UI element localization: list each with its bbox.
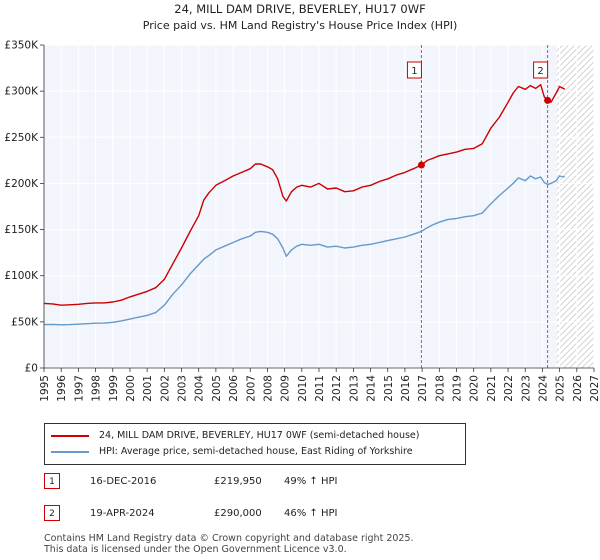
chart-title: 24, MILL DAM DRIVE, BEVERLEY, HU17 0WF <box>174 2 425 16</box>
x-tick-label: 2003 <box>177 375 189 402</box>
hatch-line <box>556 307 594 346</box>
footer-copyright: Contains HM Land Registry data © Crown c… <box>44 533 414 544</box>
price-chart: 24, MILL DAM DRIVE, BEVERLEY, HU17 0WF P… <box>4 2 600 402</box>
transaction-price: £219,950 <box>214 476 262 487</box>
hatch-line <box>556 283 594 322</box>
transaction-number: 2 <box>44 505 60 521</box>
transaction-price: £290,000 <box>214 508 262 519</box>
y-tick-label: £300K <box>4 86 39 98</box>
hatch-line <box>556 289 594 328</box>
x-tick-label: 2008 <box>262 375 274 402</box>
hatch-line <box>556 277 594 316</box>
x-tick-label: 2022 <box>503 375 515 402</box>
x-tick-label: 2005 <box>211 375 223 402</box>
annotation-box <box>533 61 549 79</box>
x-tick-label: 2016 <box>400 375 412 402</box>
x-tick-label: 2025 <box>555 375 567 402</box>
x-tick-label: 1997 <box>73 375 85 402</box>
hatch-line <box>556 295 594 334</box>
transaction-hpi-change: 49% ↑ HPI <box>284 476 338 487</box>
sale-point <box>544 96 552 104</box>
y-tick-label: £50K <box>11 316 39 328</box>
footer: Contains HM Land Registry data © Crown c… <box>44 533 414 555</box>
hatch-line <box>556 79 594 118</box>
y-tick-label: £150K <box>4 224 39 236</box>
x-tick-label: 2015 <box>383 375 395 402</box>
y-axis: £0 £50K £100K £150K £200K £250K £300K £350K <box>4 40 45 375</box>
transaction-markers <box>420 45 549 368</box>
legend-label-property: 24, MILL DAM DRIVE, BEVERLEY, HU17 0WF (… <box>99 430 420 441</box>
legend-swatch-hpi <box>51 451 89 453</box>
hatch-line <box>556 91 594 130</box>
transaction-number: 1 <box>44 473 60 489</box>
x-tick-label: 2026 <box>572 375 584 402</box>
legend: 24, MILL DAM DRIVE, BEVERLEY, HU17 0WF (… <box>44 423 466 465</box>
hatch-line <box>556 85 594 124</box>
x-tick-label: 2019 <box>452 375 464 402</box>
chart-subtitle: Price paid vs. HM Land Registry's House … <box>143 19 458 32</box>
x-tick-label: 1996 <box>56 375 68 402</box>
x-tick-label: 2007 <box>245 375 257 402</box>
hatch-line <box>556 193 594 232</box>
property-price-line <box>43 84 566 306</box>
annotation-box <box>406 61 422 79</box>
y-tick-label: £200K <box>4 178 39 190</box>
x-tick-label: 2017 <box>417 375 429 402</box>
x-tick-label: 2002 <box>159 375 171 402</box>
x-tick-label: 1998 <box>91 375 103 402</box>
hatch-line <box>556 181 594 220</box>
hatch-line <box>556 61 594 100</box>
y-tick-label: £250K <box>4 132 39 144</box>
hatch-line <box>593 367 594 368</box>
x-tick-label: 1995 <box>39 375 51 402</box>
x-tick-label: 2020 <box>469 375 481 402</box>
x-tick-label: 1999 <box>108 375 120 402</box>
y-tick-label: £0 <box>25 363 38 375</box>
x-tick-label: 2018 <box>434 375 446 402</box>
x-tick-label: 2014 <box>366 375 378 402</box>
y-tick-label: £350K <box>4 40 39 52</box>
annotation-label: 1 <box>411 66 417 77</box>
legend-label-hpi: HPI: Average price, semi-detached house,… <box>99 446 413 457</box>
x-tick-label: 2011 <box>314 375 326 402</box>
x-tick-label: 2023 <box>520 375 532 402</box>
x-tick-label: 2006 <box>228 375 240 402</box>
x-tick-label: 2001 <box>142 375 154 402</box>
forecast-hatch-region <box>556 45 594 368</box>
sale-points <box>417 96 552 169</box>
x-tick-label: 2000 <box>125 375 137 402</box>
hatch-line <box>556 67 594 106</box>
hpi-line <box>43 175 565 326</box>
transaction-date: 16-DEC-2016 <box>90 476 157 487</box>
y-tick-label: £100K <box>4 270 39 282</box>
x-tick-label: 2004 <box>194 375 206 402</box>
hatch-line <box>556 205 594 244</box>
hatch-line <box>556 175 594 214</box>
x-tick-label: 2012 <box>331 375 343 402</box>
legend-swatch-property <box>51 435 89 437</box>
transaction-date: 19-APR-2024 <box>90 508 155 519</box>
x-tick-label: 2024 <box>537 375 549 402</box>
hatch-line <box>556 97 594 136</box>
transaction-hpi-change: 46% ↑ HPI <box>284 508 338 519</box>
hatch-line <box>556 199 594 238</box>
footer-license: This data is licensed under the Open Gov… <box>44 544 347 555</box>
x-tick-label: 2013 <box>348 375 360 402</box>
annotation-label: 2 <box>537 66 543 77</box>
series-lines <box>43 84 566 326</box>
hatch-line <box>556 169 594 208</box>
x-axis: 1995 1996 1997 1998 1999 2000 2001 2002 2003 2004… <box>39 367 600 402</box>
sale-point <box>417 161 425 169</box>
hatch-line <box>556 73 594 112</box>
hatch-line <box>556 301 594 340</box>
x-tick-label: 2009 <box>280 375 292 402</box>
x-tick-label: 2010 <box>297 375 309 402</box>
x-tick-label: 2021 <box>486 375 498 402</box>
hatch-line <box>556 187 594 226</box>
x-tick-label: 2027 <box>589 375 600 402</box>
